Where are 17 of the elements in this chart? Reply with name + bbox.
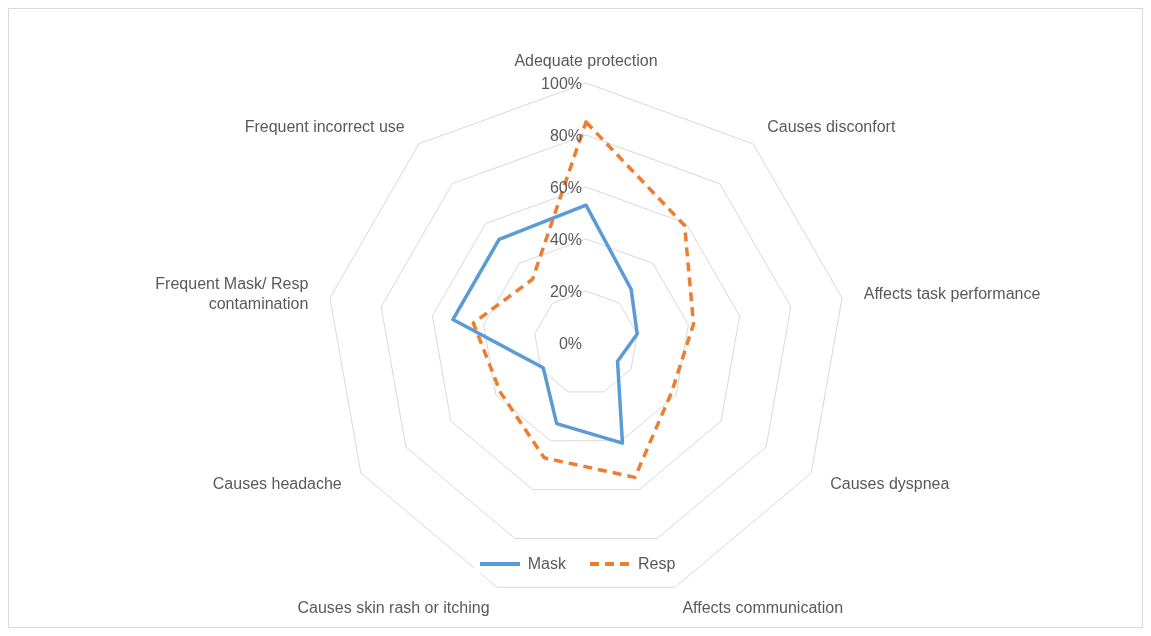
spoke-label: Affects task performance [863,285,1041,303]
spoke-label: Adequate protection [514,52,658,69]
y-tick-label: 20% [549,283,582,300]
spoke-label: Frequent incorrect use [244,117,405,135]
y-tick-label: 60% [549,179,582,196]
y-tick-label: 0% [558,335,582,352]
spoke-label: Causes headache [212,475,342,492]
spoke-label: Causes dyspnea [830,475,950,492]
spoke-label: Causes disconfort [767,117,896,135]
spoke-label: Frequent Mask/ Resp contamination [155,275,309,313]
spoke-label: Causes skin rash or itching [297,598,490,616]
y-tick-label: 100% [541,75,582,92]
y-tick-label: 80% [549,127,582,144]
legend-label: Mask [527,555,566,573]
spoke-label: Affects communication [682,598,844,616]
y-tick-label: 40% [549,231,582,248]
legend-label: Resp [637,555,676,573]
